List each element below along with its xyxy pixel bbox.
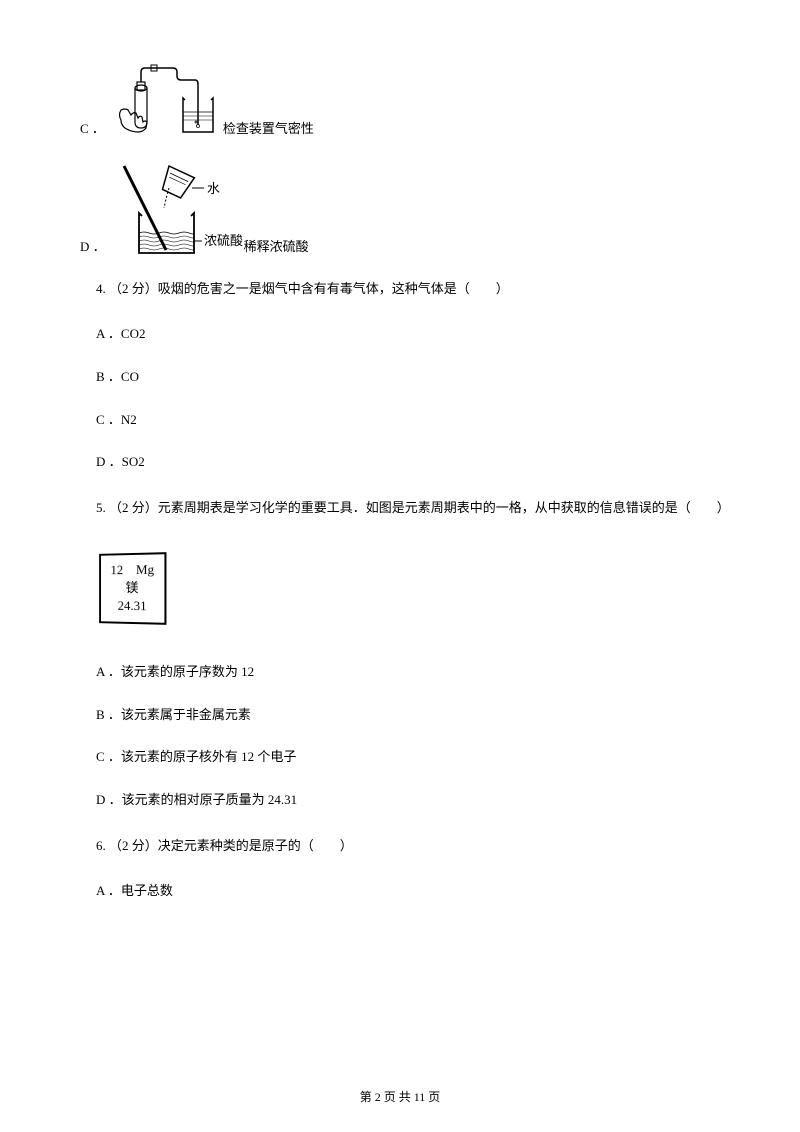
option-c-text: 检查装置气密性 [223,119,314,140]
acid-label-text: 浓硫酸 [204,233,243,248]
periodic-element-box: 12 Mg 镁 24.31 [70,543,730,642]
option-c-label: C ． [80,119,105,140]
q5-option-a: A ．该元素的原子序数为 12 [70,662,730,683]
element-name: 镁 [111,579,155,597]
q5-option-b: B ．该元素属于非金属元素 [70,705,730,726]
q4-option-a: A ．CO2 [70,324,730,345]
q6-option-a: A ．电子总数 [70,881,730,902]
question-4: 4. （2 分）吸烟的危害之一是烟气中含有有毒气体，这种气体是（ ） [70,276,730,302]
option-c-line: C ． 检查装置气密性 [70,60,730,140]
q4-option-c: C ．N2 [70,410,730,431]
q5-option-c: C ．该元素的原子核外有 12 个电子 [70,747,730,768]
page-footer: 第 2 页 共 11 页 [0,1088,800,1107]
option-d-label: D ． [80,237,106,258]
q5-option-d: D ．该元素的相对原子质量为 24.31 [70,790,730,811]
element-top-row: 12 Mg [111,561,155,580]
apparatus-diagram-c [113,60,223,140]
question-6: 6. （2 分）决定元素种类的是原子的（ ） [70,833,730,859]
question-5: 5. （2 分）元素周期表是学习化学的重要工具．如图是元素周期表中的一格，从中获… [70,495,730,521]
element-mass: 24.31 [111,597,155,616]
apparatus-diagram-d: 水 浓硫酸 [114,158,244,258]
water-label-text: 水 [207,181,220,196]
option-d-text: 稀释浓硫酸 [244,237,309,258]
q4-option-b: B ．CO [70,367,730,388]
option-d-line: D ． 水 浓硫酸 [70,158,730,258]
q4-option-d: D ．SO2 [70,452,730,473]
